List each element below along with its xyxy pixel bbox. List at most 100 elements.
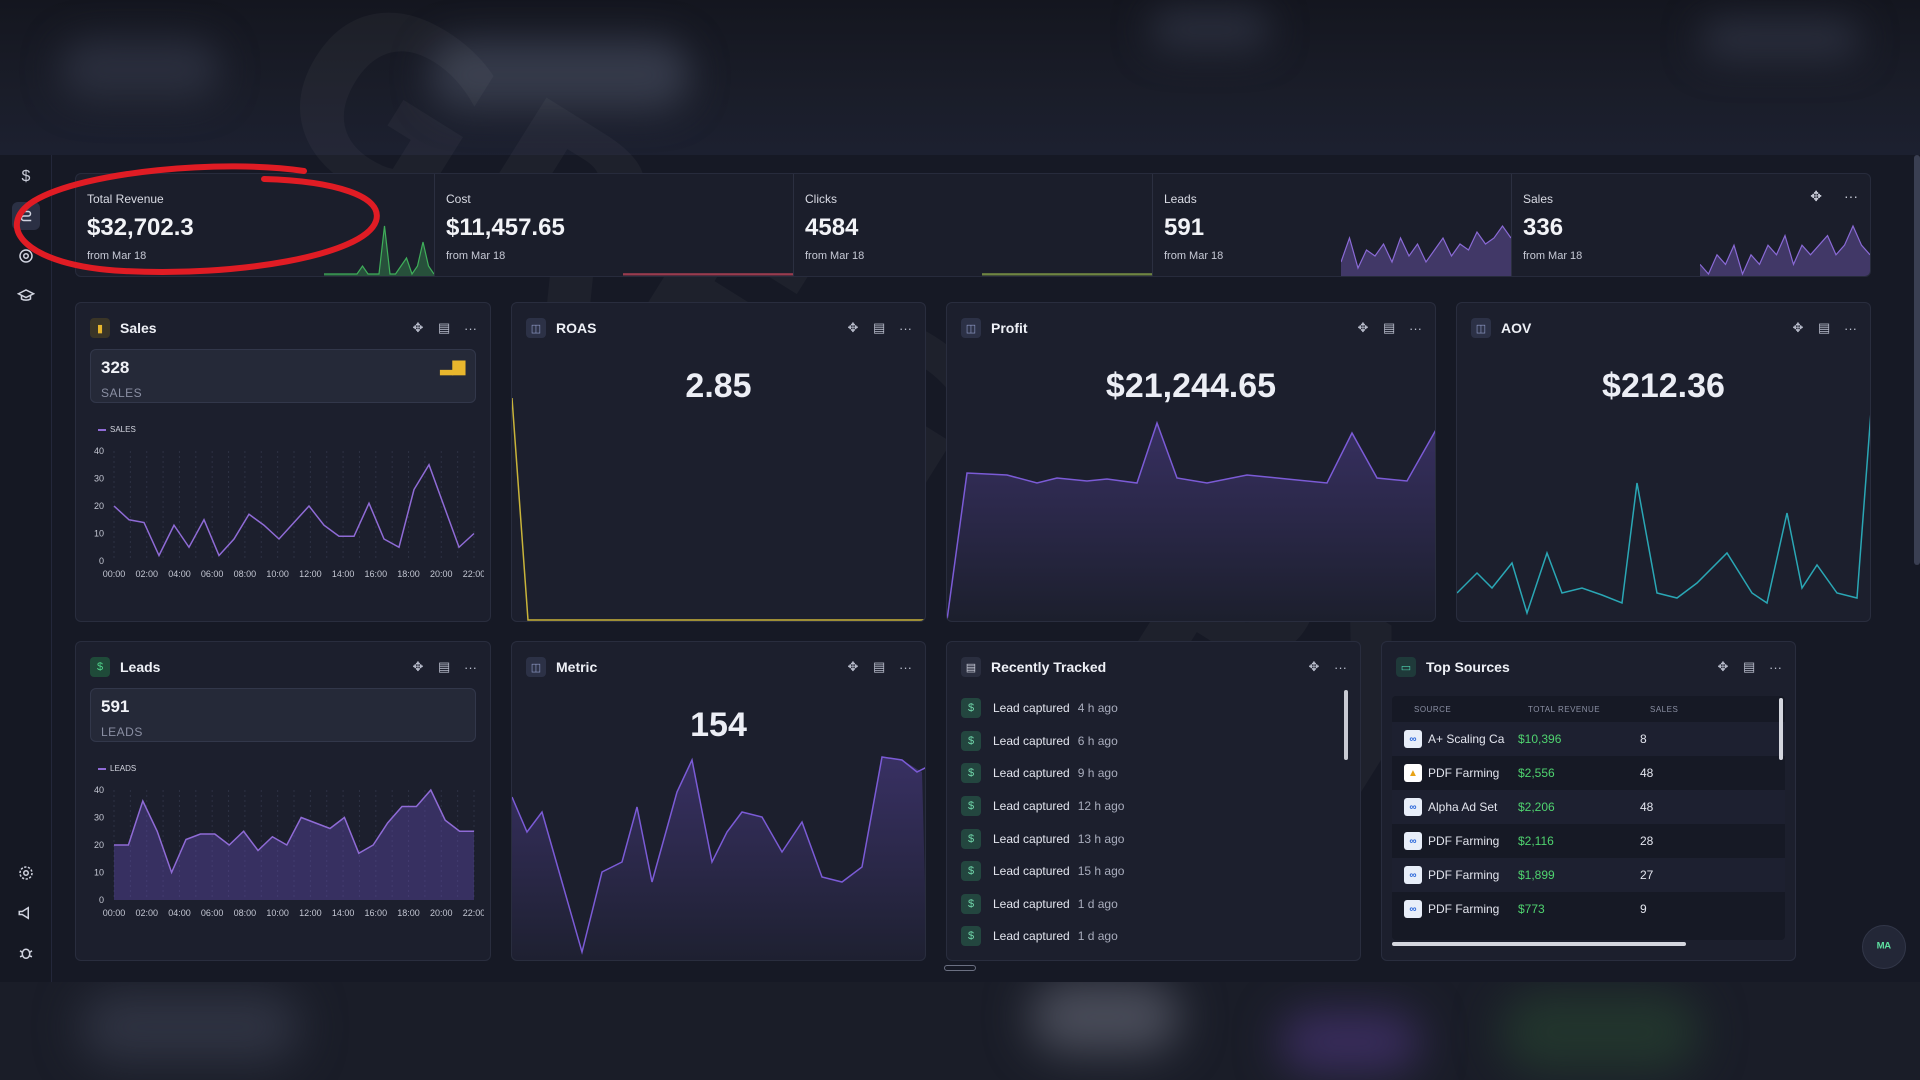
chart-icon: ◫ xyxy=(961,318,981,338)
more-icon[interactable]: ··· xyxy=(1334,659,1347,675)
lead-icon: $ xyxy=(961,893,981,914)
graduation-cap-icon[interactable] xyxy=(12,282,40,310)
kpi-sparkline xyxy=(1700,224,1870,276)
list-item[interactable]: $ Lead captured 13 h ago xyxy=(961,822,1346,855)
move-icon[interactable]: ✥ xyxy=(847,320,859,335)
gear-icon[interactable] xyxy=(12,859,40,887)
source-name: A+ Scaling Ca xyxy=(1428,732,1505,746)
notes-icon[interactable]: ▤ xyxy=(1818,320,1831,335)
item-text: Lead captured xyxy=(993,701,1070,716)
list-item[interactable]: $ Lead captured 4 h ago xyxy=(961,692,1346,725)
table-horizontal-scrollbar[interactable] xyxy=(1392,942,1686,946)
source-name: PDF Farming xyxy=(1428,766,1500,780)
table-row[interactable]: ∞ Alpha Ad Set $2,206 48 xyxy=(1392,790,1785,824)
item-time: 6 h ago xyxy=(1077,733,1118,748)
list-item[interactable]: $ Lead captured 12 h ago xyxy=(961,790,1346,823)
notes-icon[interactable]: ▤ xyxy=(438,659,451,674)
list-item[interactable]: $ Lead captured 1 d ago xyxy=(961,920,1346,953)
table-row[interactable]: ∞ A+ Scaling Ca $10,396 8 xyxy=(1392,722,1785,756)
table-row[interactable]: ▲ PDF Farming $2,556 48 xyxy=(1392,756,1785,790)
kpi-leads[interactable]: Leads 591 from Mar 18 xyxy=(1153,174,1512,276)
card-title: ROAS xyxy=(556,320,597,336)
kpi-label: Clicks xyxy=(805,192,837,206)
x-tick-label: 16:00 xyxy=(365,569,388,579)
megaphone-icon[interactable] xyxy=(12,899,40,927)
move-icon[interactable]: ✥ xyxy=(847,659,859,674)
kpi-clicks[interactable]: Clicks 4584 from Mar 18 xyxy=(794,174,1153,276)
column-header[interactable]: SOURCE xyxy=(1414,704,1452,714)
more-icon[interactable]: ··· xyxy=(899,320,912,336)
more-icon[interactable]: ··· xyxy=(1769,659,1782,675)
list-item[interactable]: $ Lead captured 1 d ago xyxy=(961,888,1346,921)
notes-icon[interactable]: ▤ xyxy=(873,320,886,335)
more-icon[interactable]: ··· xyxy=(1409,320,1422,336)
notes-icon[interactable]: ▤ xyxy=(873,659,886,674)
card-title: Metric xyxy=(556,659,598,675)
list-item[interactable]: $ Lead captured 9 h ago xyxy=(961,757,1346,790)
more-icon[interactable]: ··· xyxy=(1844,188,1858,204)
metric-value: 154 xyxy=(690,706,747,744)
move-icon[interactable]: ✥ xyxy=(1357,320,1369,335)
route-icon[interactable] xyxy=(12,202,40,230)
move-icon[interactable]: ✥ xyxy=(412,320,424,335)
lead-icon: $ xyxy=(961,730,981,751)
dollar-icon: $ xyxy=(90,657,110,677)
aov-card: ◫ AOV ✥ ▤ ··· $212.36 xyxy=(1456,302,1871,622)
resize-handle[interactable] xyxy=(944,965,976,971)
table-vertical-scrollbar[interactable] xyxy=(1779,698,1783,760)
metric-chart xyxy=(512,756,925,960)
bug-icon[interactable] xyxy=(12,939,40,967)
notes-icon[interactable]: ▤ xyxy=(1383,320,1396,335)
source-name: PDF Farming xyxy=(1428,834,1500,848)
chart-icon: ◫ xyxy=(526,657,546,677)
target-icon[interactable] xyxy=(12,242,40,270)
stat-label: LEADS xyxy=(101,725,143,739)
kpi-cost[interactable]: Cost $11,457.65 from Mar 18 xyxy=(435,174,794,276)
table-row[interactable]: ∞ PDF Farming $773 9 xyxy=(1392,892,1785,926)
stat-label: SALES xyxy=(101,386,143,400)
notes-icon[interactable]: ▤ xyxy=(438,320,451,335)
table-row[interactable]: ∞ PDF Farming $2,116 28 xyxy=(1392,824,1785,858)
meta-icon: ∞ xyxy=(1404,798,1422,816)
kpi-total-revenue[interactable]: Total Revenue $32,702.3 from Mar 18 xyxy=(76,174,435,276)
list-scrollbar[interactable] xyxy=(1344,690,1348,760)
dollar-icon[interactable]: $ xyxy=(21,168,31,185)
page-scrollbar[interactable] xyxy=(1914,155,1920,565)
sales-cell: 9 xyxy=(1640,902,1647,916)
list-item[interactable]: $ Lead captured 15 h ago xyxy=(961,855,1346,888)
x-tick-label: 22:00 xyxy=(463,569,484,579)
column-header[interactable]: SALES xyxy=(1650,704,1679,714)
profit-value: $21,244.65 xyxy=(1105,367,1277,405)
assistant-button[interactable]: ᴹᴬ xyxy=(1862,925,1906,969)
more-icon[interactable]: ··· xyxy=(899,659,912,675)
notes-icon[interactable]: ▤ xyxy=(1743,659,1756,674)
x-tick-label: 02:00 xyxy=(135,908,158,918)
move-icon[interactable]: ✥ xyxy=(1308,659,1320,674)
item-time: 1 d ago xyxy=(1077,896,1118,911)
list-item[interactable]: $ Lead captured 6 h ago xyxy=(961,725,1346,758)
legend-label: LEADS xyxy=(110,764,137,773)
table-row[interactable]: ∞ PDF Farming $1,899 27 xyxy=(1392,858,1785,892)
kpi-sales[interactable]: Sales 336 from Mar 18 ✥ ··· xyxy=(1512,174,1870,276)
column-header[interactable]: TOTAL REVENUE xyxy=(1528,704,1601,714)
move-icon[interactable]: ✥ xyxy=(1810,188,1822,204)
card-title: Recently Tracked xyxy=(991,659,1107,675)
x-tick-label: 22:00 xyxy=(463,908,484,918)
source-name: PDF Farming xyxy=(1428,868,1500,882)
sales-cell: 48 xyxy=(1640,800,1654,814)
card-title: Profit xyxy=(991,320,1028,336)
profit-card: ◫ Profit ✥ ▤ ··· $21,244.65 xyxy=(946,302,1436,622)
legend-label: SALES xyxy=(110,425,136,434)
meta-icon: ∞ xyxy=(1404,900,1422,918)
more-icon[interactable]: ··· xyxy=(464,320,477,336)
more-icon[interactable]: ··· xyxy=(464,659,477,675)
move-icon[interactable]: ✥ xyxy=(1717,659,1729,674)
lead-icon: $ xyxy=(961,828,981,849)
chat-icon: ▭ xyxy=(1396,657,1416,677)
more-icon[interactable]: ··· xyxy=(1844,320,1857,336)
roas-value: 2.85 xyxy=(685,367,752,405)
y-tick-label: 0 xyxy=(99,895,104,905)
move-icon[interactable]: ✥ xyxy=(1792,320,1804,335)
move-icon[interactable]: ✥ xyxy=(412,659,424,674)
item-text: Lead captured xyxy=(993,799,1070,814)
